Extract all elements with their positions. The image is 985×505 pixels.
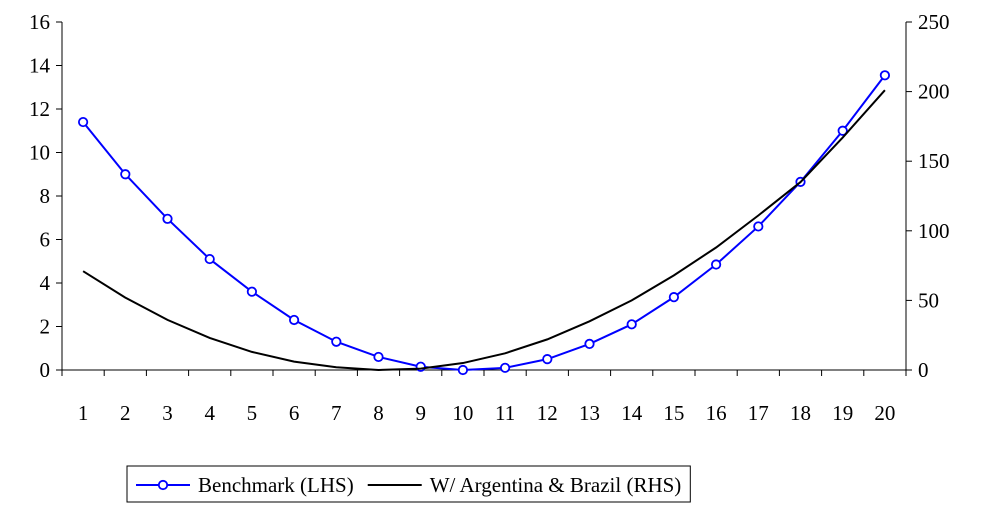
x-tick-label: 17 (748, 401, 769, 425)
x-tick-label: 2 (120, 401, 131, 425)
x-tick-label: 14 (621, 401, 643, 425)
left-axis-ticks: 0 2 4 6 8 10 12 14 16 (29, 10, 62, 382)
data-point (120, 169, 131, 180)
x-tick-label: 1 (78, 401, 89, 425)
x-tick-label: 5 (247, 401, 258, 425)
legend: Benchmark (LHS) W/ Argentina & Brazil (RH… (126, 465, 691, 503)
data-point (837, 125, 848, 136)
data-point (78, 116, 89, 128)
left-tick-label: 12 (29, 97, 50, 121)
data-point (288, 314, 300, 326)
data-point (457, 364, 468, 376)
x-tick-label: 13 (579, 401, 600, 425)
x-tick-label: 9 (415, 401, 426, 425)
right-axis-ticks: 0 50 100 150 200 250 (906, 10, 950, 382)
x-tick-label: 4 (204, 401, 215, 425)
data-point (879, 70, 891, 81)
left-tick-label: 16 (29, 10, 50, 34)
legend-label: W/ Argentina & Brazil (RHS) (430, 473, 682, 497)
x-tick-label: 3 (162, 401, 173, 425)
right-tick-label: 0 (918, 358, 929, 382)
data-point (584, 338, 595, 349)
x-tick-label: 20 (874, 401, 895, 425)
data-point (710, 259, 722, 270)
left-tick-label: 6 (40, 228, 51, 252)
data-point (499, 362, 511, 373)
right-tick-label: 250 (918, 10, 950, 34)
legend-label: Benchmark (LHS) (198, 473, 354, 497)
series-line (82, 74, 886, 372)
data-point (204, 253, 215, 265)
left-tick-label: 0 (40, 358, 51, 382)
x-tick-label: 6 (289, 401, 300, 425)
right-tick-label: 200 (918, 80, 950, 104)
x-tick-label: 10 (452, 401, 473, 425)
right-tick-label: 50 (918, 288, 939, 312)
data-point (626, 319, 637, 330)
series-layer (78, 70, 891, 376)
data-point (753, 221, 764, 232)
series-group (78, 70, 891, 376)
data-point (246, 286, 257, 297)
x-tick-label: 19 (832, 401, 853, 425)
left-tick-label: 4 (40, 271, 51, 295)
x-tick-label: 15 (663, 401, 684, 425)
data-point (331, 336, 342, 347)
x-tick-label: 16 (706, 401, 727, 425)
x-tick-label: 18 (790, 401, 811, 425)
x-tick-label: 7 (331, 401, 342, 425)
left-tick-label: 2 (40, 315, 51, 339)
x-tick-label: 12 (537, 401, 558, 425)
axes (61, 22, 907, 371)
data-point (542, 354, 553, 365)
left-tick-label: 10 (29, 141, 50, 165)
x-tick-label: 8 (373, 401, 384, 425)
right-tick-label: 100 (918, 219, 950, 243)
x-tick-label: 11 (495, 401, 515, 425)
legend-marker (157, 479, 169, 491)
series-line (82, 89, 886, 372)
x-axis-ticks: 1 2 3 4 5 6 7 8 9 10 11 12 13 14 15 16 17 18 19 20 (61, 370, 907, 425)
data-point (668, 292, 680, 303)
right-tick-label: 150 (918, 149, 950, 173)
data-point (373, 351, 384, 363)
series-group (82, 89, 886, 372)
left-tick-label: 8 (40, 184, 51, 208)
data-point (162, 213, 173, 224)
left-tick-label: 14 (29, 54, 51, 78)
